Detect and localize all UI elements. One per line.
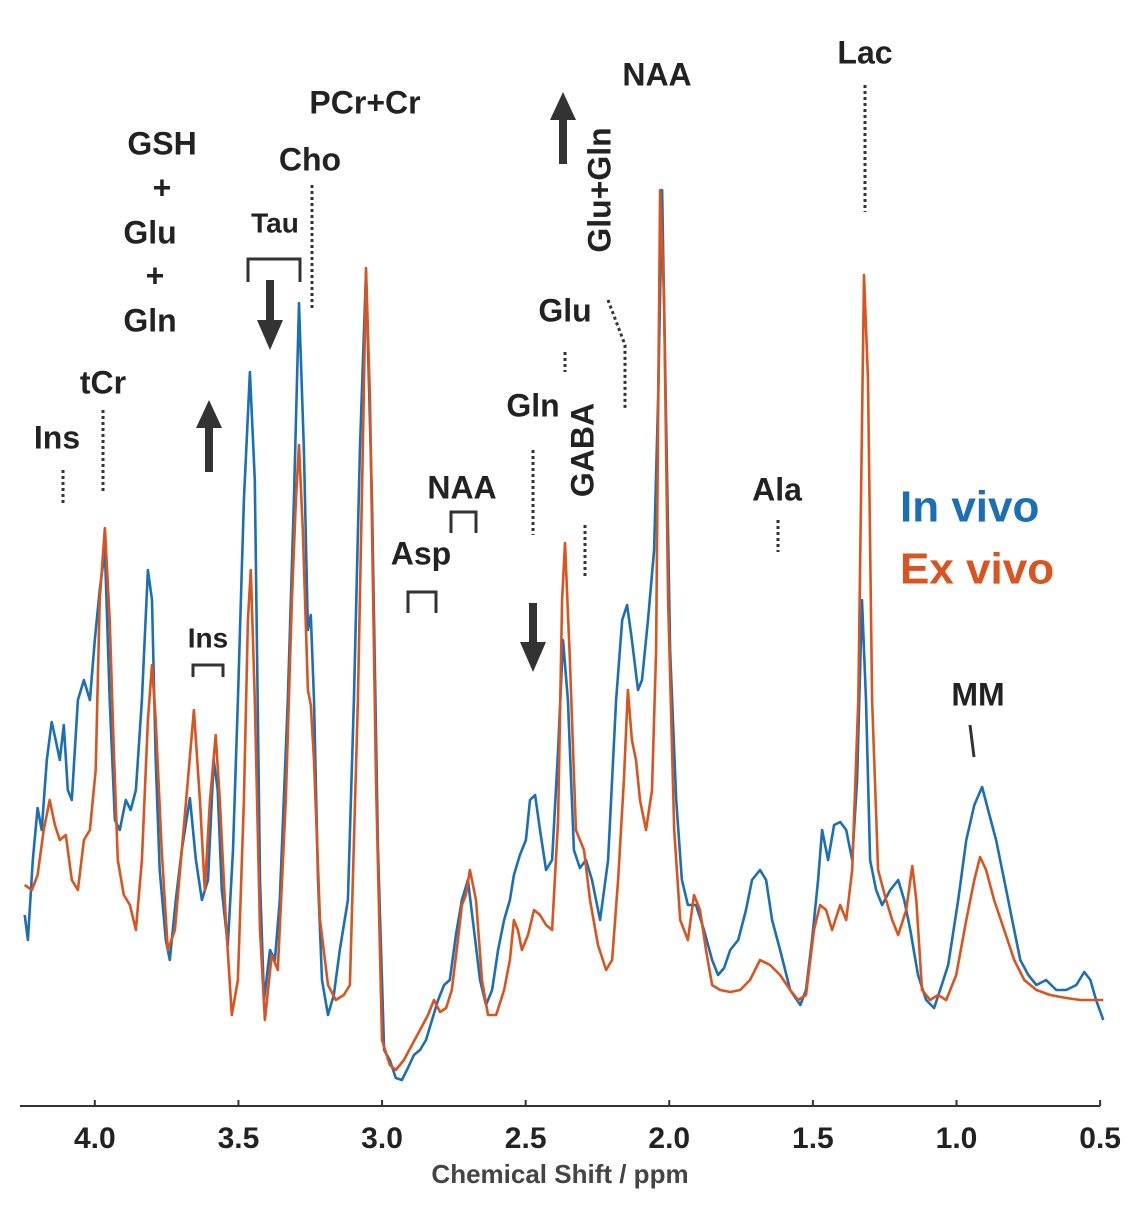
leader-line xyxy=(606,299,627,410)
bracket xyxy=(406,590,438,613)
annotation: Glu+Gln xyxy=(581,127,617,252)
arrow xyxy=(196,400,222,428)
arrow xyxy=(266,280,274,326)
spectrum-line xyxy=(23,188,1104,1072)
bracket xyxy=(246,257,302,282)
arrow xyxy=(205,422,213,472)
annotation: Asp xyxy=(391,535,451,571)
legend-entry: In vivo xyxy=(900,483,1039,532)
bracket xyxy=(449,510,478,533)
annotation: NAA xyxy=(427,469,496,505)
annotation: GABA xyxy=(564,403,600,497)
arrow xyxy=(520,642,546,672)
annotation: Ins xyxy=(34,419,80,455)
annotation: + xyxy=(153,169,172,205)
x-tick-label: 3.5 xyxy=(218,1122,260,1155)
annotation: Glu xyxy=(123,214,176,250)
x-axis-label: Chemical Shift / ppm xyxy=(431,1159,688,1189)
annotation: Cho xyxy=(279,141,341,177)
x-tick-label: 1.5 xyxy=(792,1122,834,1155)
decorations xyxy=(61,85,976,758)
bracket xyxy=(191,663,225,677)
annotation: PCr+Cr xyxy=(309,84,420,120)
x-tick-label: 0.5 xyxy=(1079,1122,1121,1155)
x-tick-label: 4.0 xyxy=(74,1122,116,1155)
x-tick-label: 3.0 xyxy=(361,1122,403,1155)
arrow xyxy=(559,116,567,164)
arrows xyxy=(196,92,576,672)
annotation: Lac xyxy=(837,34,892,70)
annotation: MM xyxy=(951,676,1004,712)
annotation: NAA xyxy=(622,56,691,92)
x-tick-label: 1.0 xyxy=(936,1122,978,1155)
legend-entry: Ex vivo xyxy=(900,545,1054,594)
spectrum-line xyxy=(23,188,1105,1082)
annotation: Ala xyxy=(752,471,802,507)
annotation: Gln xyxy=(123,302,176,338)
annotation: + xyxy=(146,257,165,293)
annotation: Tau xyxy=(251,207,299,238)
x-tick-label: 2.5 xyxy=(505,1122,547,1155)
annotation: GSH xyxy=(127,125,196,161)
arrow xyxy=(257,320,283,350)
annotation: tCr xyxy=(80,364,126,400)
annotation: Gln xyxy=(506,387,559,423)
arrow xyxy=(529,603,537,647)
leader-line xyxy=(968,724,976,758)
annotation: Ins xyxy=(188,622,228,653)
arrow xyxy=(550,92,576,120)
annotation: Glu xyxy=(538,292,591,328)
x-tick-label: 2.0 xyxy=(648,1122,690,1155)
